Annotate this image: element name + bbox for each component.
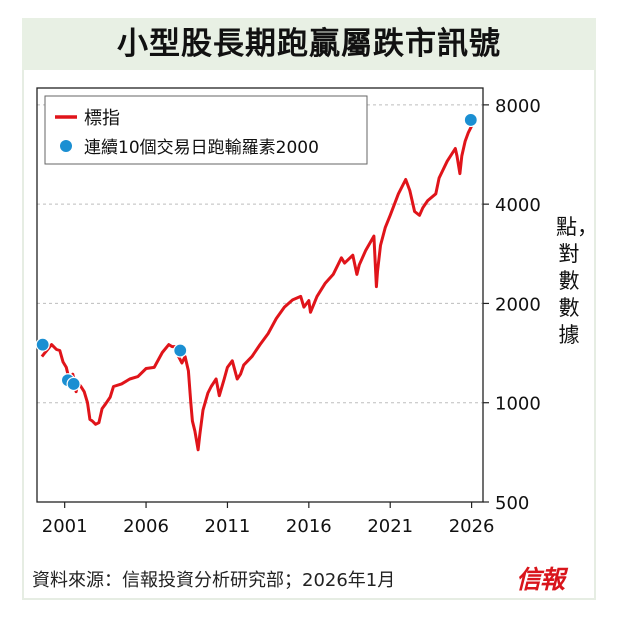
legend: 標指 連續10個交易日跑輸羅素2000 <box>44 95 368 165</box>
marker-layer <box>35 112 478 392</box>
x-tick-label: 2026 <box>449 516 495 537</box>
source-note: 資料來源：信報投資分析研究部；2026年1月 <box>32 570 396 591</box>
y-tick-label: 8000 <box>495 96 541 117</box>
signal-point <box>35 337 50 352</box>
signal-point <box>173 343 188 358</box>
x-tick-label: 2006 <box>123 516 169 537</box>
x-tick-label: 2011 <box>205 516 251 537</box>
page-title: 小型股長期跑贏屬跌市訊號 <box>117 26 501 62</box>
legend-marker-label: 連續10個交易日跑輸羅素2000 <box>84 138 319 158</box>
axis-ticks: 500 1000 2000 4000 8000 2001 2006 2011 2016 2021 2… <box>42 96 541 537</box>
y-axis-unit-label: 點，對數數據 <box>556 215 598 347</box>
legend-box <box>44 95 368 165</box>
brand-logo: 信報 <box>516 565 565 594</box>
index-line <box>40 125 473 452</box>
y-tick-label: 4000 <box>495 195 541 216</box>
x-tick-label: 2001 <box>42 516 88 537</box>
y-tick-label: 1000 <box>495 394 541 415</box>
legend-marker-swatch <box>60 140 72 152</box>
signal-point <box>463 112 478 128</box>
y-tick-label: 2000 <box>495 294 541 315</box>
legend-line-label: 標指 <box>84 108 120 129</box>
x-tick-label: 2016 <box>286 516 332 537</box>
x-tick-label: 2021 <box>367 516 413 537</box>
title-bar <box>22 18 596 70</box>
signal-point <box>66 376 81 392</box>
plot-area <box>36 87 484 503</box>
y-tick-label: 500 <box>495 493 529 514</box>
series-layer <box>40 125 473 452</box>
